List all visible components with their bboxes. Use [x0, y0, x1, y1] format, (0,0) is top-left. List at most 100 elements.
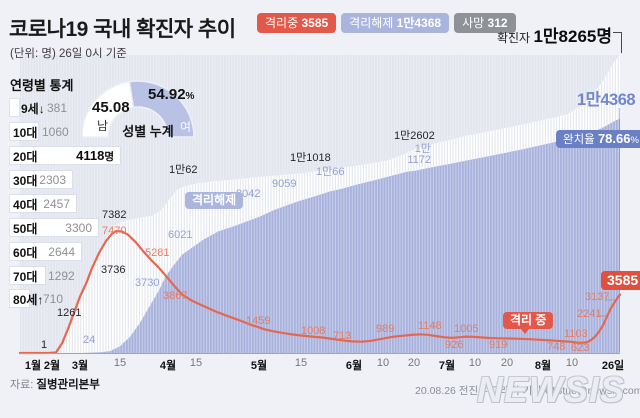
data-source: 자료: 질병관리본부 [10, 376, 100, 392]
chart-value-label: 9059 [272, 178, 297, 190]
byline-credit: 20.08.26 전진우 그래픽 기자 618tue@newsis.com [415, 385, 640, 397]
recovery-rate-caption: 완치율 [563, 134, 598, 146]
badge-released-label: 격리해제 [349, 16, 397, 30]
quarantine-badge-pointer [521, 329, 529, 334]
subtitle-unit-date: (단위: 명) 26일 0시 기준 [10, 48, 127, 60]
age-value: 3300 [65, 221, 92, 235]
gender-female-slice [128, 80, 195, 138]
age-label: 80세↑ [13, 293, 44, 307]
recovery-rate-value: 78.66 [597, 131, 631, 146]
age-row: 70대 1292 [0, 267, 200, 284]
chart-value-label: 3730 [135, 277, 160, 289]
age-label: 70대 [13, 270, 38, 284]
x-axis-tick: 20 [500, 357, 514, 369]
confirmed-total-value: 1만8265명 [533, 27, 612, 46]
chart-value-label: 623 [571, 342, 590, 354]
chart-value-label: 3736 [101, 264, 126, 276]
chart-value-label: 1만 1172 [407, 143, 431, 166]
x-axis-tick: 5월 [250, 360, 268, 372]
age-bar [10, 290, 29, 307]
badge-in-quarantine: 격리중 3585 [257, 13, 337, 33]
chart-value-label: 1261 [57, 307, 82, 319]
quarantine-line [18, 230, 622, 355]
chart-value-label: 1103 [564, 328, 588, 340]
age-label: 9세↓ [21, 102, 45, 116]
x-axis-tick: 2월 [43, 360, 61, 372]
recovery-rate-badge: 완치율 78.66% [556, 130, 640, 148]
age-label: 40대 [13, 198, 38, 212]
chart-value-label: 2241 [577, 308, 602, 320]
source-caption: 자료: [10, 379, 37, 391]
chart-value-label: 919 [489, 339, 508, 351]
chart-value-label: 8042 [236, 188, 261, 200]
chart-value-label: 748 [547, 341, 566, 353]
age-bar [10, 99, 19, 116]
x-axis-tick: 4월 [159, 360, 177, 372]
released-final-value: 1만4368 [577, 91, 636, 109]
age-value: 4118명 [76, 148, 114, 163]
gender-female-label: 여 [180, 120, 192, 134]
age-value: 1060 [42, 125, 69, 139]
recovery-rate-percent-sign: % [630, 135, 639, 146]
badge-deaths: 사망 312 [454, 13, 516, 33]
age-value: 2303 [39, 173, 66, 187]
chart-value-label: 3867 [163, 290, 188, 302]
chart-value-label: 7470 [102, 225, 127, 237]
chart-value-label: 1만66 [316, 166, 345, 178]
chart-value-label: 1005 [454, 323, 479, 335]
chart-value-label: 1148 [418, 320, 442, 332]
age-row: 60대 2644 [0, 243, 200, 260]
age-value: 710 [43, 292, 64, 306]
chart-value-label: 1 [41, 339, 48, 351]
age-label: 50대 [13, 222, 38, 236]
age-bar [10, 147, 120, 164]
released-area-badge: 격리해제 [185, 192, 244, 209]
age-label: 10대 [13, 126, 38, 140]
chart-value-label: 1459 [246, 315, 271, 327]
quarantine-final-badge: 3585 [601, 271, 640, 290]
age-value-suffix: 명 [104, 151, 114, 163]
gender-donut-chart [82, 80, 195, 138]
gender-male-value: 45.08 [92, 99, 130, 116]
age-row: 50대 3300 [0, 219, 200, 236]
page-title: 코로나19 국내 확진자 추이 [9, 13, 236, 43]
gender-female-number: 54.92 [148, 86, 186, 103]
age-label: 60대 [13, 246, 38, 260]
age-row: 40대 2457 [0, 195, 200, 212]
badge-in-quarantine-value: 3585 [301, 16, 329, 30]
age-bar [10, 243, 81, 260]
chart-value-label: 926 [445, 339, 464, 351]
x-axis-tick: 1월 [24, 360, 42, 372]
age-row: 10대 1060 [0, 123, 200, 140]
title-main: 국내 확진자 [93, 18, 193, 41]
badge-deaths-value: 312 [487, 16, 508, 30]
age-bar [10, 123, 38, 140]
confirmed-total-caption: 확진자 [496, 31, 534, 45]
x-axis-tick: 15 [113, 357, 127, 369]
chart-value-label: 7382 [102, 209, 127, 221]
title-covid: 코로나19 [9, 18, 94, 41]
age-row: 30대 2303 [0, 171, 200, 188]
x-axis-tick: 10 [376, 357, 390, 369]
source-name: 질병관리본부 [36, 379, 100, 391]
age-label: 30대 [13, 174, 38, 188]
chart-value-label: 24 [83, 334, 96, 346]
quarantine-line-badge: 격리 중 [503, 312, 554, 329]
x-axis-tick: 8월 [534, 360, 552, 372]
age-bar [10, 267, 45, 284]
age-bar [10, 195, 76, 212]
chart-value-label: 989 [376, 323, 395, 335]
age-row: 20대 4118명 [0, 147, 200, 164]
gender-female-value: 54.92% [148, 86, 194, 103]
chart-value-label: 1만62 [169, 164, 198, 176]
gender-donut-title: 성별 누계 [122, 124, 174, 139]
badge-in-quarantine-label: 격리중 [265, 16, 302, 30]
x-axis-tick: 15 [189, 357, 203, 369]
confirmed-total-pointer [613, 32, 622, 53]
chart-value-label: 1008 [301, 325, 326, 337]
age-value: 1292 [48, 269, 75, 283]
age-stats-heading: 연령별 통계 [10, 78, 74, 93]
age-value: 381 [47, 101, 68, 115]
x-axis-tick: 10 [565, 357, 579, 369]
